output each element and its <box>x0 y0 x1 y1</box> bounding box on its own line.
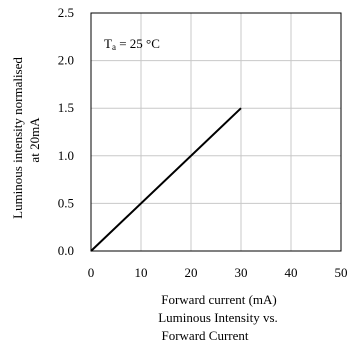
grid <box>91 13 341 251</box>
y-tick-label: 1.0 <box>58 148 74 163</box>
annotation-subscript: a <box>112 42 116 52</box>
y-tick-label: 2.0 <box>58 53 74 68</box>
y-axis-label-line-2: at 20mA <box>27 117 42 163</box>
series-line <box>90 107 242 252</box>
y-tick-label: 0.5 <box>58 195 74 210</box>
y-axis-label-line-1: Luminous intensity normalised <box>10 57 25 219</box>
x-tick-labels: 0 10 20 30 40 50 <box>88 265 348 280</box>
chart-caption-line-2: Forward Current <box>161 328 248 343</box>
y-tick-labels: 0.0 0.5 1.0 1.5 2.0 2.5 <box>58 5 74 258</box>
x-tick-label: 30 <box>235 265 248 280</box>
series-group <box>90 107 242 252</box>
y-tick-label: 2.5 <box>58 5 74 20</box>
x-tick-label: 20 <box>185 265 198 280</box>
plot-frame <box>90 12 342 252</box>
y-axis-label: Luminous intensity normalised at 20mA <box>10 57 42 219</box>
x-tick-label: 10 <box>135 265 148 280</box>
x-axis-label: Forward current (mA) <box>161 292 277 307</box>
x-tick-label: 40 <box>285 265 298 280</box>
x-tick-label: 0 <box>88 265 95 280</box>
annotation-main: T <box>104 36 112 51</box>
y-tick-label: 1.5 <box>58 100 74 115</box>
x-tick-label: 50 <box>335 265 348 280</box>
y-tick-label: 0.0 <box>58 243 74 258</box>
chart-caption-line-1: Luminous Intensity vs. <box>158 310 278 325</box>
temperature-annotation: Ta = 25 °C <box>104 36 160 52</box>
annotation-rest: = 25 °C <box>116 36 160 51</box>
